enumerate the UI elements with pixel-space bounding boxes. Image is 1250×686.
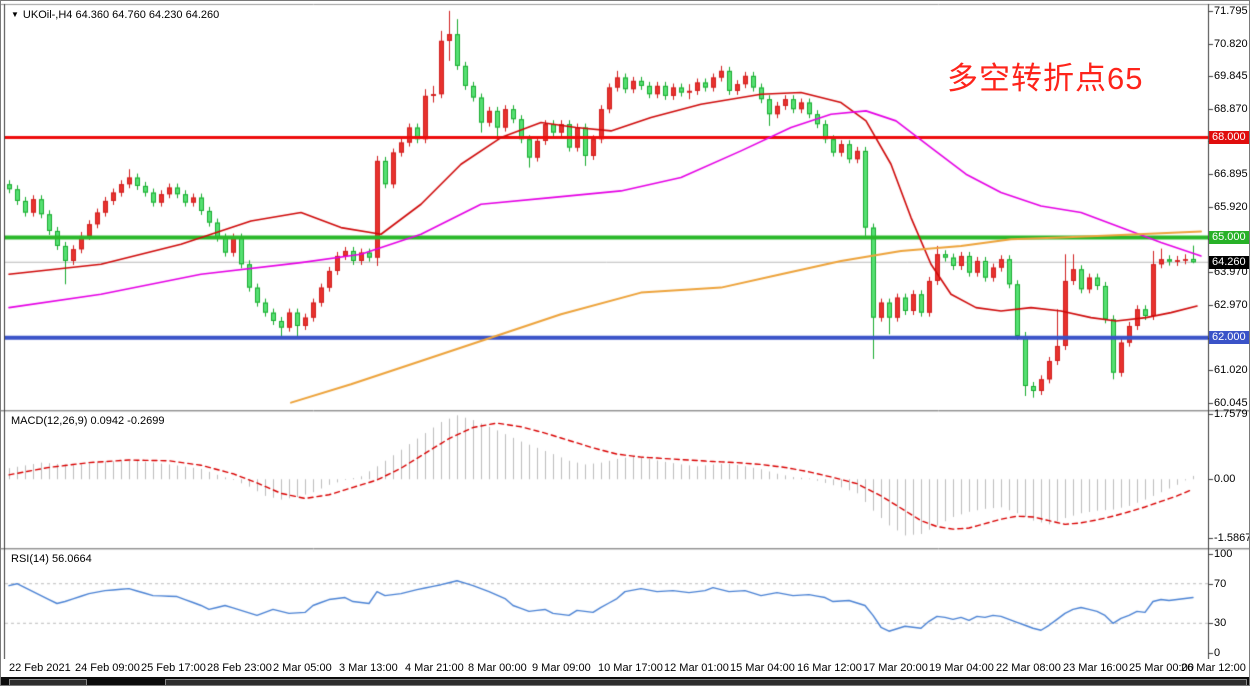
macd-axis-tick: -1.5867 xyxy=(1214,531,1250,544)
price-axis-tick: 68.870 xyxy=(1214,102,1248,115)
macd-axis-tick: 1.7579 xyxy=(1214,408,1248,421)
price-axis-tick: 60.045 xyxy=(1214,396,1248,409)
rsi-axis-tick: 70 xyxy=(1214,577,1227,590)
time-axis-label: 16 Mar 12:00 xyxy=(797,662,862,674)
macd-axis-tick: 0.00 xyxy=(1214,473,1236,486)
price-axis-tick: 66.895 xyxy=(1214,168,1248,181)
chevron-down-icon[interactable]: ▼ xyxy=(11,10,19,19)
price-level-badge: 68.000 xyxy=(1209,131,1249,145)
time-axis-label: 22 Feb 2021 xyxy=(9,662,71,674)
price-level-badge: 64.260 xyxy=(1209,255,1249,269)
time-axis-label: 8 Mar 00:00 xyxy=(468,662,527,674)
annotation-text[interactable]: 多空转折点65 xyxy=(947,61,1144,96)
time-axis-label: 17 Mar 20:00 xyxy=(863,662,928,674)
time-axis-label: 15 Mar 04:00 xyxy=(730,662,795,674)
time-axis-label: 22 Mar 08:00 xyxy=(996,662,1061,674)
symbol-title: ▼ UKOil-,H4 64.360 64.760 64.230 64.260 xyxy=(11,9,219,21)
bottom-tab-strip xyxy=(1,677,1249,685)
time-axis-label: 28 Feb 23:00 xyxy=(207,662,272,674)
time-axis-label: 25 Feb 17:00 xyxy=(141,662,206,674)
time-axis-label: 12 Mar 01:00 xyxy=(664,662,729,674)
price-axis-tick: 65.920 xyxy=(1214,200,1248,213)
time-axis-label: 19 Mar 04:00 xyxy=(929,662,994,674)
price-axis-tick: 63.970 xyxy=(1214,265,1248,278)
time-axis-label: 25 Mar 00:00 xyxy=(1129,662,1194,674)
bottom-tab[interactable] xyxy=(165,679,1247,685)
time-axis[interactable] xyxy=(1,659,1249,677)
macd-indicator-label: MACD(12,26,9) 0.0942 -0.2699 xyxy=(11,415,165,427)
rsi-axis-tick: 30 xyxy=(1214,617,1227,630)
time-axis-label: 24 Feb 09:00 xyxy=(75,662,140,674)
time-axis-label: 23 Mar 16:00 xyxy=(1063,662,1128,674)
price-level-badge: 65.000 xyxy=(1209,231,1249,245)
time-axis-label: 9 Mar 09:00 xyxy=(532,662,591,674)
rsi-indicator-label: RSI(14) 56.0664 xyxy=(11,553,92,565)
price-axis-tick: 71.795 xyxy=(1214,5,1248,17)
time-axis-label: 4 Mar 21:00 xyxy=(405,662,464,674)
price-axis-tick: 62.970 xyxy=(1214,299,1248,312)
price-level-badge: 62.000 xyxy=(1209,331,1249,345)
price-axis[interactable] xyxy=(1208,1,1249,659)
time-axis-label: 3 Mar 13:00 xyxy=(339,662,398,674)
symbol-ohlc-text: UKOil-,H4 64.360 64.760 64.230 64.260 xyxy=(22,9,220,21)
price-axis-tick: 70.820 xyxy=(1214,37,1248,50)
time-axis-label: 26 Mar 12:00 xyxy=(1181,662,1246,674)
rsi-axis-tick: 100 xyxy=(1214,548,1233,560)
bottom-tab[interactable] xyxy=(9,679,87,685)
time-axis-label: 10 Mar 17:00 xyxy=(598,662,663,674)
price-axis-tick: 61.020 xyxy=(1214,364,1248,377)
rsi-axis-tick: 0 xyxy=(1214,647,1221,659)
price-axis-tick: 69.845 xyxy=(1214,70,1248,83)
time-axis-label: 2 Mar 05:00 xyxy=(273,662,332,674)
